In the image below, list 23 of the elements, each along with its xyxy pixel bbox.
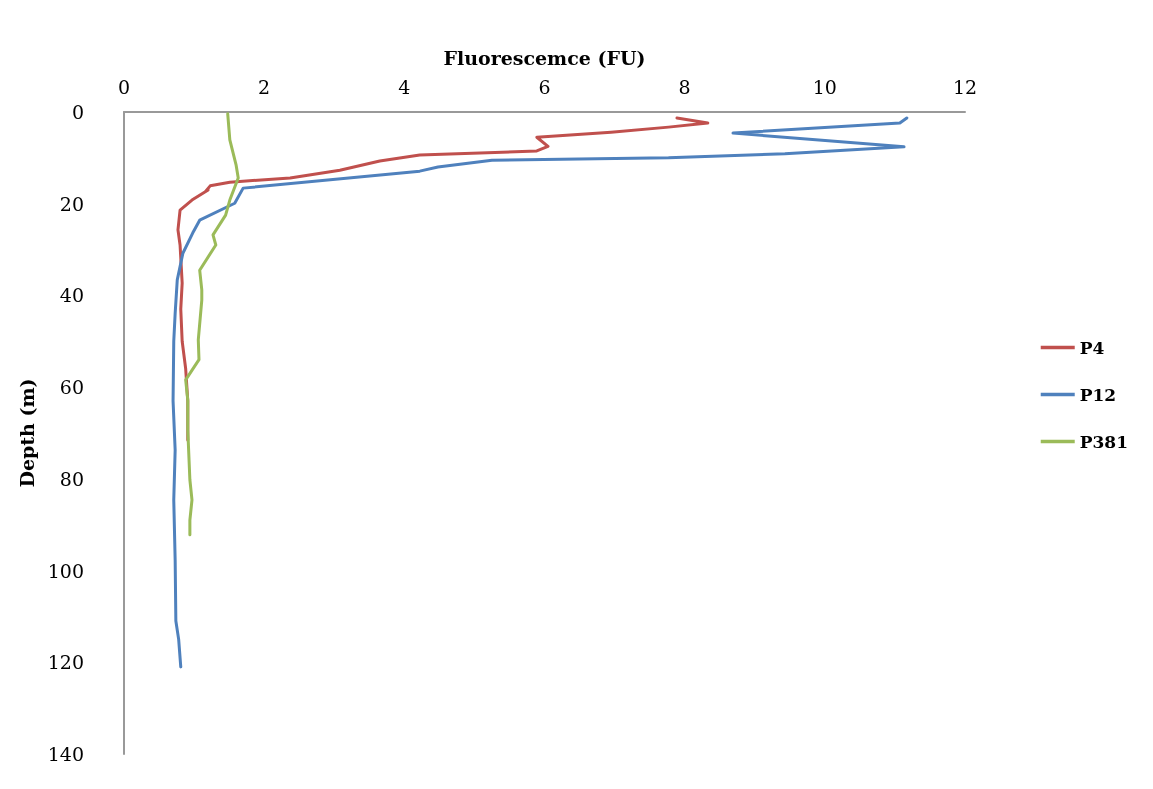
y-tick-label: 120 bbox=[47, 651, 84, 674]
legend-label: P12 bbox=[1079, 384, 1117, 405]
line-series bbox=[176, 116, 710, 442]
x-tick-label: 12 bbox=[952, 75, 978, 98]
line-series bbox=[184, 112, 240, 537]
y-tick-label: 140 bbox=[47, 743, 84, 765]
legend-label: P381 bbox=[1079, 431, 1129, 452]
y-tick-label: 60 bbox=[59, 376, 84, 399]
y-tick-label: 80 bbox=[59, 467, 84, 490]
x-axis-title: Fluorescemce (FU) bbox=[443, 46, 646, 69]
x-tick-label: 6 bbox=[538, 75, 551, 98]
x-tick-label: 8 bbox=[678, 75, 691, 98]
y-tick-label: 0 bbox=[71, 101, 84, 123]
y-tick-label: 100 bbox=[47, 559, 84, 582]
y-tick-label: 40 bbox=[59, 284, 84, 307]
line-series bbox=[171, 116, 909, 669]
x-tick-label: 2 bbox=[258, 75, 271, 98]
y-tick-label: 20 bbox=[59, 192, 84, 215]
y-axis-title: Depth (m) bbox=[16, 378, 39, 488]
x-tick-label: 4 bbox=[398, 75, 411, 98]
x-tick-label: 0 bbox=[117, 75, 131, 98]
legend-label: P4 bbox=[1079, 337, 1105, 358]
x-tick-label: 10 bbox=[812, 75, 837, 98]
